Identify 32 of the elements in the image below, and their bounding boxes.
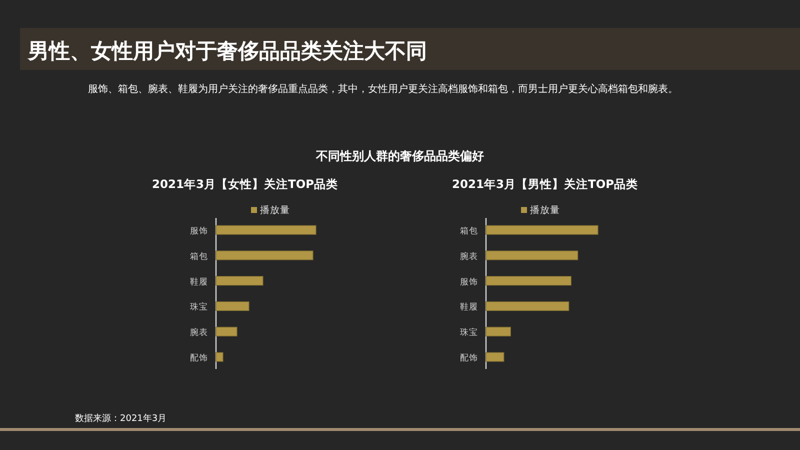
source-note: 数据来源：2021年3月: [75, 413, 167, 424]
y-tick-label: 服饰: [460, 276, 478, 288]
bar: [216, 352, 224, 362]
text: 不同性别人群的奢侈品品类偏好: [315, 149, 484, 163]
y-tick-label: 配饰: [460, 352, 478, 364]
bar: [486, 250, 578, 260]
y-tick-label: 服饰: [190, 226, 208, 236]
y-tick-label: 珠宝: [190, 302, 208, 313]
y-tick-label: 箱包: [190, 250, 208, 262]
y-tick-label: 箱包: [460, 226, 478, 236]
bar: [216, 301, 250, 311]
y-tick-label: 鞋履: [190, 276, 208, 288]
bar: [486, 225, 598, 235]
bar: [486, 276, 572, 286]
legend-label: 播放量: [530, 204, 560, 216]
y-tick-label: 腕表: [460, 250, 478, 262]
bar: [216, 250, 314, 260]
y-tick-label: 珠宝: [460, 327, 478, 338]
chart-title: 2021年3月【女性】关注TOP品类: [152, 177, 338, 191]
bar: [216, 276, 264, 286]
bar: [486, 301, 570, 311]
y-tick-label: 配饰: [190, 352, 208, 364]
bar: [216, 326, 238, 336]
bar: [216, 225, 316, 235]
chart-title: 2021年3月【男性】关注TOP品类: [452, 177, 638, 191]
legend-label: 播放量: [260, 204, 290, 216]
y-tick-label: 腕表: [190, 327, 208, 338]
y-tick-label: 鞋履: [460, 302, 478, 313]
text: 男性、女性用户对于奢侈品品类关注大不同: [27, 39, 427, 63]
bar: [486, 326, 511, 336]
text: 服饰、箱包、腕表、鞋履为用户关注的奢侈品重点品类，其中，女性用户更关注高档服饰和箱包，而男士用户更关心高档箱包和腕表。: [88, 83, 678, 95]
bar: [486, 352, 504, 362]
